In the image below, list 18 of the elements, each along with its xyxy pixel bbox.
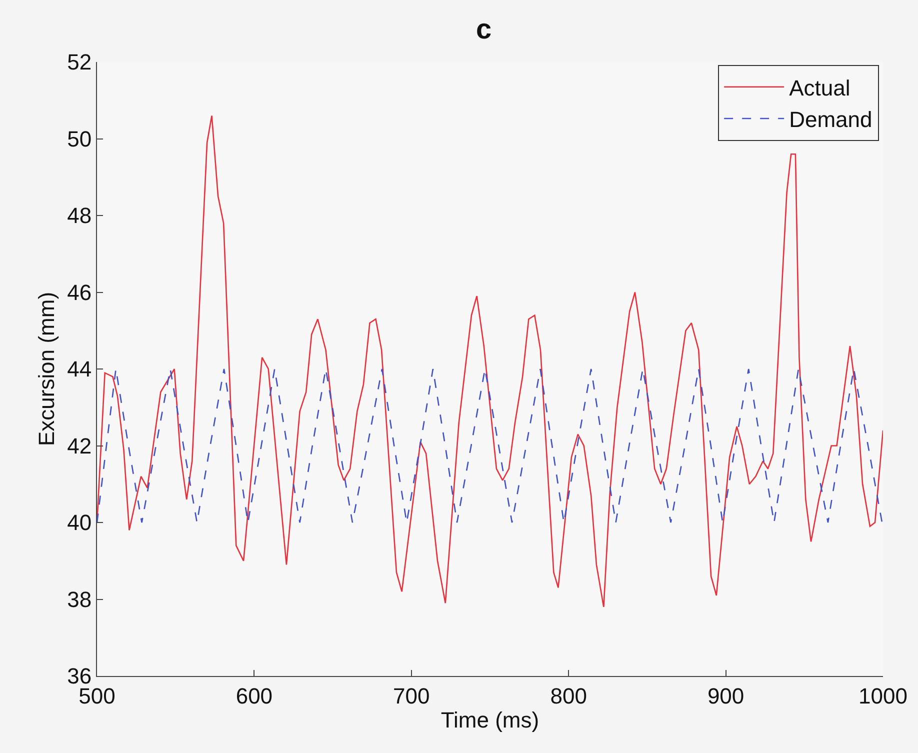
legend-label: Demand xyxy=(789,107,872,132)
y-axis-title: Excursion (mm) xyxy=(34,292,59,446)
x-tick-label: 600 xyxy=(236,683,273,708)
y-tick-label: 38 xyxy=(67,586,92,612)
y-tick-label: 50 xyxy=(67,126,92,152)
y-tick-label: 46 xyxy=(67,280,92,305)
chart-title: c xyxy=(476,13,492,44)
y-tick-label: 40 xyxy=(67,510,92,536)
y-tick-label: 52 xyxy=(67,50,92,75)
x-tick-label: 1000 xyxy=(858,683,908,708)
x-tick-label: 900 xyxy=(707,683,744,708)
y-tick-label: 48 xyxy=(67,203,92,228)
x-tick-label: 700 xyxy=(393,683,430,708)
x-axis-title: Time (ms) xyxy=(440,707,540,732)
y-tick-label: 42 xyxy=(67,433,92,458)
x-tick-label: 800 xyxy=(550,683,587,708)
y-tick-label: 44 xyxy=(67,356,92,382)
legend-label: Actual xyxy=(789,75,850,100)
